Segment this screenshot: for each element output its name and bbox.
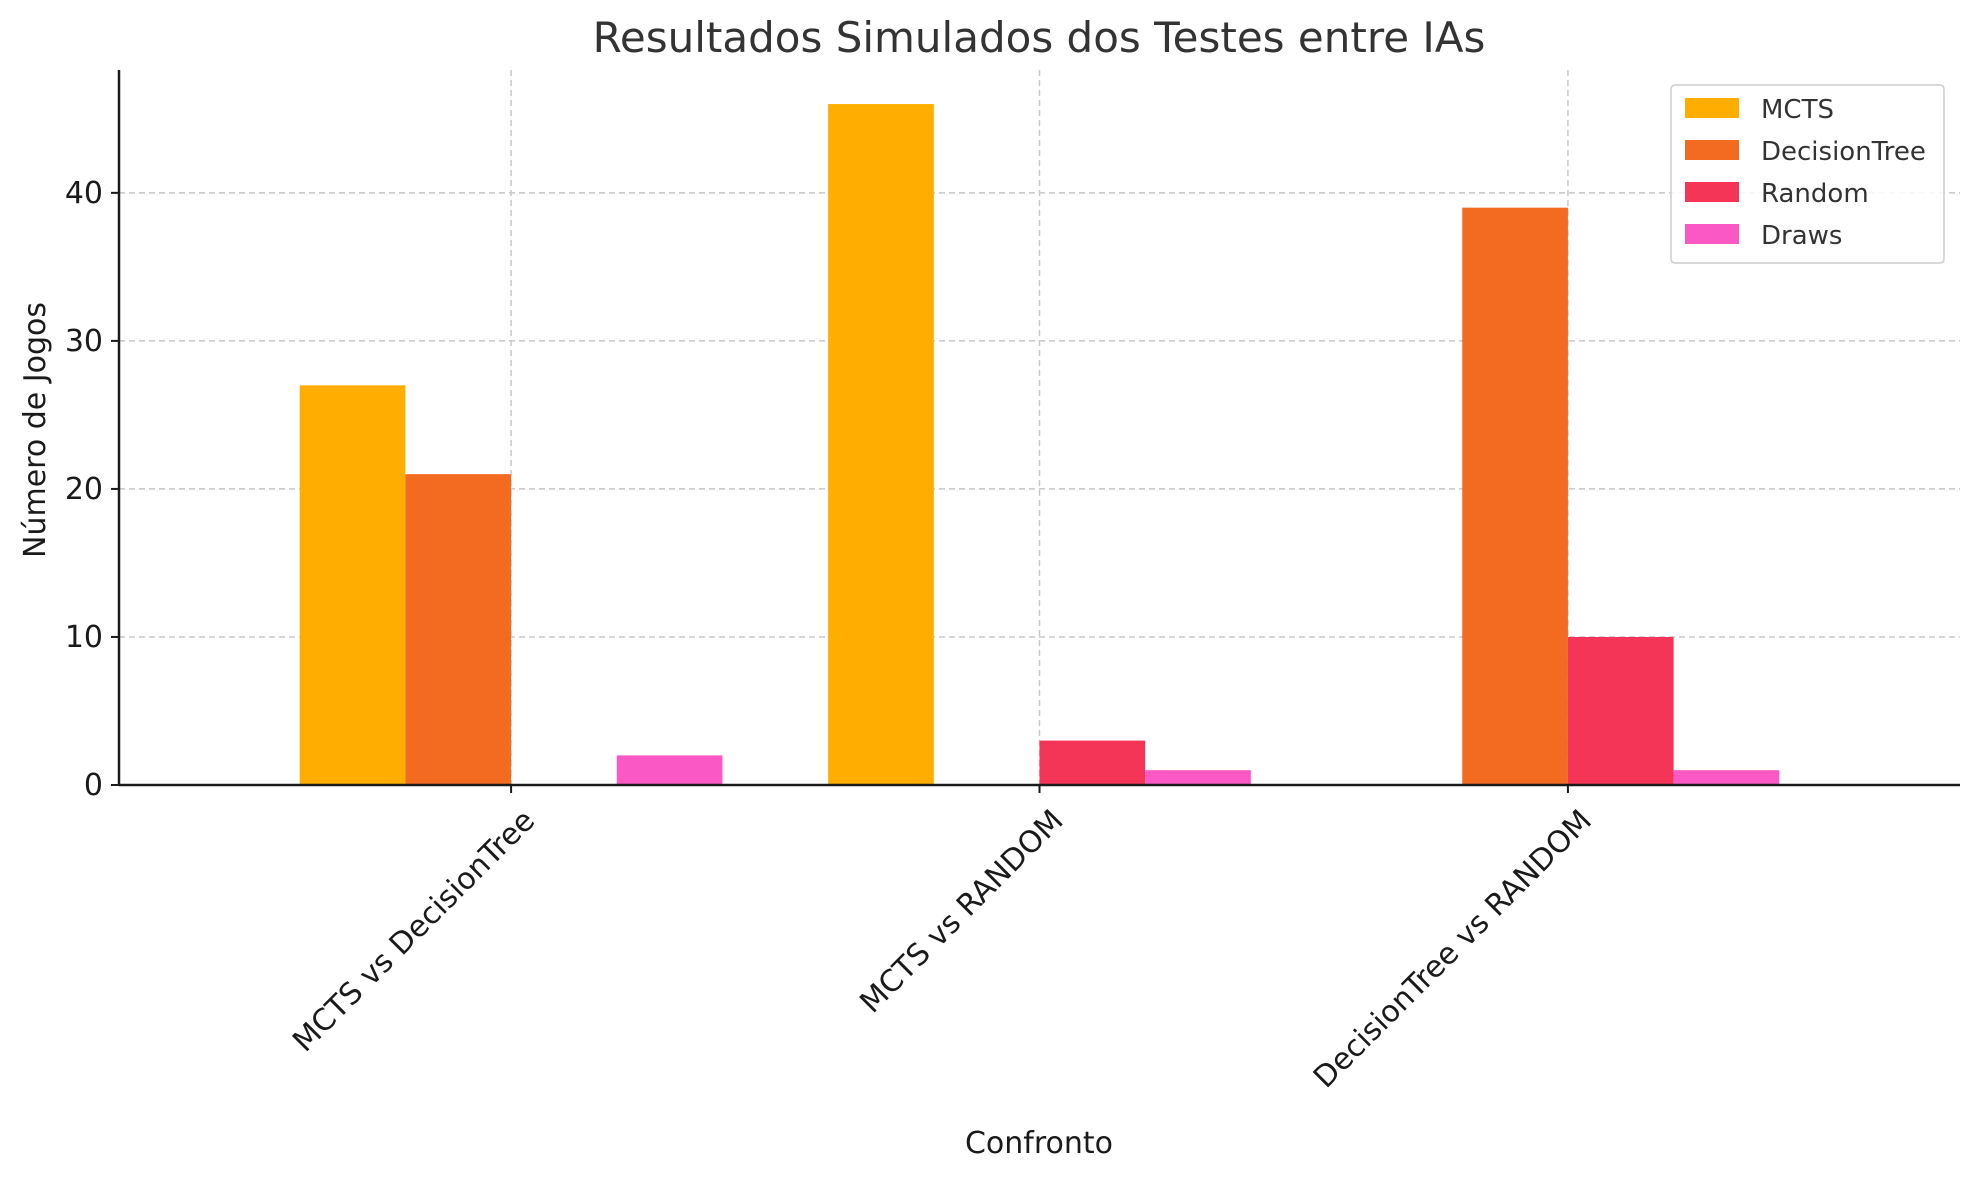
- y-tick-label: 40: [65, 176, 103, 211]
- y-tick-label: 30: [65, 324, 103, 359]
- chart-title: Resultados Simulados dos Testes entre IA…: [593, 13, 1486, 62]
- x-tick-label: DecisionTree vs RANDOM: [1307, 803, 1599, 1095]
- legend-label-draws: Draws: [1761, 221, 1842, 251]
- legend-label-random: Random: [1761, 179, 1869, 209]
- y-tick-label: 20: [65, 472, 103, 507]
- legend: MCTS DecisionTree Random Draws: [1670, 84, 1945, 264]
- bars: [299, 104, 1780, 786]
- x-axis-label: Confronto: [965, 1126, 1113, 1161]
- x-tick-label: MCTS vs DecisionTree: [286, 803, 542, 1059]
- bar-draws-1: [1145, 770, 1251, 785]
- bar-mcts-1: [828, 104, 934, 786]
- legend-swatch-mcts: [1685, 98, 1739, 118]
- y-axis-label: Número de Jogos: [18, 302, 53, 558]
- bar-draws-0: [616, 755, 723, 785]
- legend-box: [1670, 84, 1945, 264]
- legend-swatch-decisiontree: [1685, 140, 1739, 160]
- legend-label-decisiontree: DecisionTree: [1761, 137, 1926, 167]
- legend-swatch-draws: [1685, 224, 1739, 244]
- y-tick-label: 0: [84, 768, 103, 803]
- y-tick-label: 10: [65, 620, 103, 655]
- bar-random-1: [1039, 740, 1146, 785]
- bar-decisiontree-2: [1462, 207, 1568, 786]
- legend-swatch-random: [1685, 182, 1739, 202]
- x-tick-label: MCTS vs RANDOM: [853, 803, 1070, 1020]
- bar-draws-2: [1673, 770, 1780, 785]
- bar-random-2: [1567, 636, 1674, 785]
- legend-label-mcts: MCTS: [1761, 95, 1834, 125]
- bar-mcts-0: [299, 385, 406, 785]
- bar-decisiontree-0: [405, 474, 512, 785]
